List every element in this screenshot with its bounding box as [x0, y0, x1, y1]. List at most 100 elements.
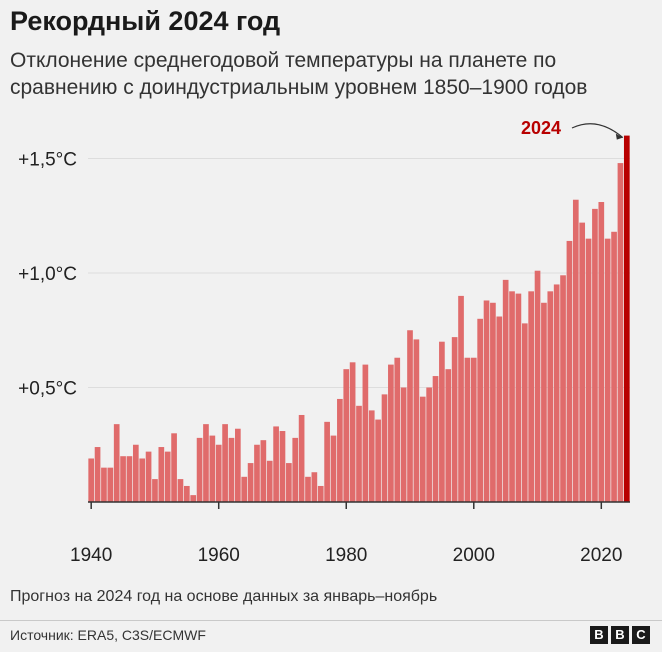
footer-divider — [0, 620, 662, 621]
bar — [407, 330, 413, 502]
bar — [362, 364, 369, 502]
bar — [113, 424, 120, 502]
x-tick-label: 2020 — [580, 545, 622, 566]
bar — [337, 398, 343, 502]
bar — [534, 270, 541, 502]
bar — [521, 323, 528, 502]
bar — [209, 435, 216, 502]
bar — [553, 284, 560, 502]
logo-letter: C — [632, 626, 650, 644]
bar — [617, 163, 624, 502]
bar — [419, 396, 426, 502]
bar — [107, 467, 114, 502]
chart-subtitle: Отклонение среднегодовой температуры на … — [10, 49, 588, 99]
bar — [126, 456, 133, 502]
logo-letter: B — [590, 626, 608, 644]
bar — [254, 444, 260, 502]
bar — [292, 437, 299, 502]
bar — [145, 451, 152, 502]
bar — [305, 476, 311, 502]
bar — [541, 302, 547, 502]
bar — [439, 341, 445, 502]
bar — [196, 437, 203, 502]
bar — [158, 447, 165, 502]
bar — [394, 357, 401, 502]
bar — [598, 202, 605, 502]
bar — [349, 362, 356, 502]
bar — [477, 318, 483, 502]
bar — [445, 369, 452, 502]
logo-letter: B — [611, 626, 629, 644]
bar — [132, 444, 139, 502]
annotation-arrow — [571, 123, 624, 139]
x-tick-label: 1980 — [325, 545, 367, 566]
bar — [330, 435, 337, 502]
forecast-note: Прогноз на 2024 год на основе данных за … — [10, 588, 438, 605]
bar — [496, 316, 503, 502]
bar — [566, 240, 573, 502]
bar — [94, 447, 101, 502]
bar — [579, 222, 586, 502]
bar — [426, 387, 432, 502]
bar — [515, 293, 522, 502]
y-tick-label: +0,5°C — [18, 379, 77, 400]
bar — [101, 467, 107, 502]
x-tick-label: 1940 — [70, 545, 112, 566]
bar — [343, 369, 350, 502]
bar — [470, 357, 477, 502]
arrow-head — [615, 133, 623, 140]
bar — [528, 291, 535, 502]
bar — [164, 451, 171, 502]
bar — [413, 339, 420, 502]
bar — [171, 433, 177, 502]
bar — [611, 231, 617, 502]
bar — [490, 302, 496, 502]
bar — [458, 295, 464, 502]
bar — [247, 463, 254, 502]
bar — [464, 357, 471, 502]
bar — [572, 199, 579, 502]
bar — [286, 463, 292, 502]
chart-title: Рекордный 2024 год — [10, 6, 281, 36]
bar — [547, 291, 554, 502]
bar — [375, 419, 381, 502]
bar — [356, 405, 362, 502]
bar — [152, 479, 158, 502]
bar — [317, 485, 324, 502]
bar — [260, 440, 267, 502]
bar — [203, 424, 209, 502]
bar — [235, 428, 241, 502]
source-text: Источник: ERA5, C3S/ECMWF — [10, 627, 206, 643]
x-tick-label: 1960 — [198, 545, 240, 566]
bar — [324, 421, 330, 502]
bar — [368, 410, 375, 502]
bar — [177, 479, 184, 502]
bar — [509, 291, 515, 502]
bar — [388, 364, 394, 502]
y-tick-label: +1,0°C — [18, 264, 77, 285]
bar — [432, 376, 439, 502]
bar-chart: +0,5°C +1,0°C +1,5°C 1940 1960 1980 2000 2020 20… — [18, 118, 630, 566]
bar — [120, 456, 126, 502]
bar — [592, 208, 598, 502]
bar — [604, 238, 611, 502]
bar — [400, 387, 407, 502]
bar — [183, 485, 190, 502]
bar — [139, 458, 146, 502]
bar — [560, 275, 566, 502]
bar — [502, 279, 509, 502]
x-tick-label: 2000 — [453, 545, 495, 566]
bar — [381, 394, 388, 502]
bar — [273, 426, 279, 502]
bar — [279, 431, 286, 502]
bar — [88, 458, 95, 502]
highlight-label: 2024 — [521, 118, 561, 138]
bar — [585, 238, 592, 502]
bar — [241, 476, 248, 502]
bar — [311, 472, 318, 502]
bbc-logo: B B C — [590, 626, 650, 644]
bar — [266, 460, 273, 502]
bar — [483, 300, 490, 502]
y-tick-label: +1,5°C — [18, 150, 77, 171]
bar — [222, 424, 228, 502]
